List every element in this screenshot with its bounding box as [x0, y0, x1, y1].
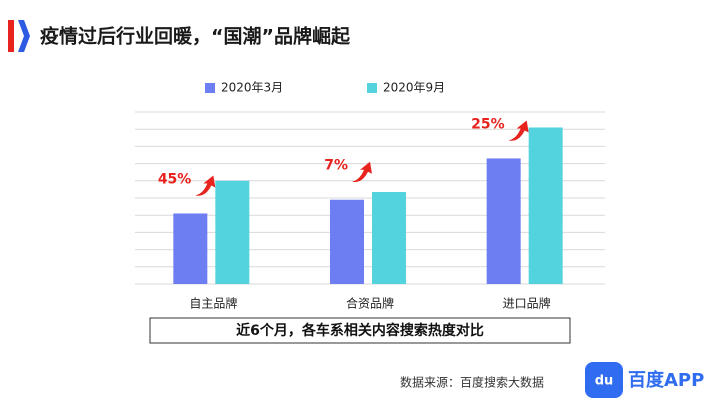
bar — [173, 213, 208, 284]
bar — [330, 199, 364, 284]
brand-logo — [585, 362, 623, 398]
legend-swatch — [367, 83, 377, 93]
bar — [215, 180, 250, 284]
source: 数据来源：百度搜索大数据 — [400, 375, 544, 390]
growth-arrow — [352, 161, 372, 183]
legend-label: 2020年9月 — [383, 81, 445, 95]
legend-label: 2020年3月 — [221, 81, 283, 95]
growth-label: 45% — [158, 171, 192, 187]
x-tick-label: 自主品牌 — [189, 297, 237, 311]
growth-arrow — [195, 175, 216, 196]
x-tick-label: 进口品牌 — [503, 297, 551, 311]
caption-box — [149, 317, 571, 344]
bar — [372, 191, 406, 284]
brand-name: 百度APP — [628, 369, 704, 391]
growth-label: 25% — [471, 116, 505, 132]
legend-swatch — [205, 83, 215, 93]
brand-logo-mark: du — [595, 374, 614, 389]
title-accent-red — [8, 20, 14, 52]
chart-title: 疫情过后行业回暖，“国潮”品牌崛起 — [40, 25, 351, 48]
caption: 近6个月，各车系相关内容搜索热度对比 — [236, 322, 484, 339]
x-tick-label: 合资品牌 — [346, 296, 394, 311]
bar — [486, 158, 521, 284]
bar — [528, 127, 563, 284]
growth-label: 7% — [324, 158, 348, 174]
growth-arrow — [508, 120, 529, 141]
title-accent-blue — [18, 20, 30, 52]
